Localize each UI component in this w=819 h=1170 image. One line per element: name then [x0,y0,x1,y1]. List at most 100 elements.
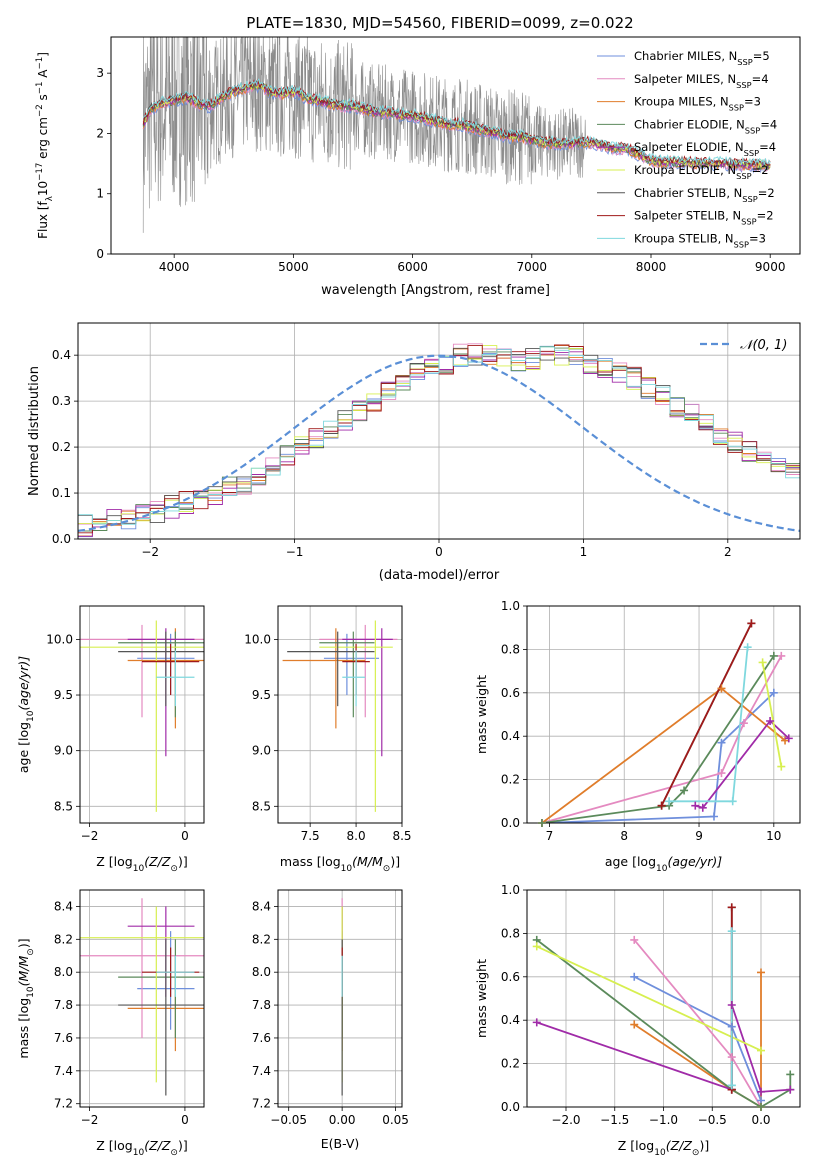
histogram-step-7 [78,347,800,524]
x-tick-label: 0 [435,545,443,559]
x-axis-label: Z [log10(Z/Z⊙)] [618,1138,709,1158]
y-tick-label: 9.5 [252,688,271,702]
y-tick-label: 7.8 [252,998,271,1012]
label-part: mass [log [16,998,31,1059]
plus-marker [757,1087,765,1096]
y-tick-label: 8.2 [252,932,271,946]
x-tick-label: −2 [81,1113,99,1127]
y-tick-label: 0.1 [52,486,71,500]
y-tick-label: 0.8 [501,926,520,940]
plus-marker [630,935,639,944]
axes-frame [79,605,205,824]
plus-marker [630,1020,639,1029]
y-tick-label: 0.0 [501,816,520,830]
label-part: Z [log [96,1138,132,1153]
label-part: =5 [753,49,770,63]
mass-weight-line-8 [660,623,753,806]
label-part: Salpeter ELODIE, N [634,140,744,154]
y-tick-label: 2 [96,126,104,140]
label-part: Flux [f [36,200,50,238]
histogram-step-5 [78,348,800,537]
y-tick-label: 0.8 [501,642,520,656]
y-axis-label: age [log10(age/yr)] [16,656,36,773]
mass-weight-vs-Z-axes: −2.0 −1.5 −1.0 −0.5 0.0 0.0 0.2 0.4 0.6 0.8 1.0 mas… [474,883,801,1158]
label-part: 10 [36,181,50,196]
label-part: mass [log [280,854,341,869]
plot-area [541,623,790,823]
plus-marker [786,1070,795,1079]
plus-marker [728,797,737,806]
label-part: =2 [752,163,769,177]
label-part: 10 [26,986,36,998]
legend-entry: Salpeter ELODIE, NSSP=4 [634,140,776,158]
plus-marker [717,738,726,747]
mass-weight-line-6 [536,945,762,1052]
label-part: −2 [35,104,45,117]
label-part: )] [178,854,188,869]
legend-entry: Kroupa STELIB, NSSP=3 [634,231,766,249]
label-part: Kroupa ELODIE, N [634,163,736,177]
x-axis-label: mass [log10(M/M⊙)] [280,854,400,874]
label-part: Z [log [96,854,132,869]
legend-entry: Kroupa ELODIE, NSSP=2 [634,163,769,181]
y-tick-label: 0.4 [501,729,520,743]
plus-marker [727,927,736,936]
y-tick-label: 0.4 [501,1013,520,1027]
y-axis-label: Normed distribution [27,366,42,496]
label-part: =4 [759,140,776,154]
histogram-step-8 [78,344,800,534]
label-part: ⊙ [383,864,391,874]
y-tick-label: 8.5 [252,799,271,813]
x-tick-label: 0 [181,829,189,843]
legend-entry: Salpeter MILES, NSSP=4 [634,72,769,90]
x-tick-label: 1 [580,545,588,559]
plus-marker [727,903,736,912]
legend-entry: Kroupa MILES, NSSP=3 [634,95,761,113]
label-part: 10 [654,1148,666,1158]
label-part: (age/yr)] [667,854,722,869]
model-spectrum-9 [142,78,771,166]
plus-marker [717,769,726,778]
gaussian-curve [78,354,800,532]
figure-title: PLATE=1830, MJD=54560, FIBERID=0099, z=0… [246,14,633,32]
plot-area [80,620,204,812]
plus-marker [784,734,793,743]
x-tick-label: 8000 [636,260,667,274]
label-part: SSP [742,194,757,204]
mass-weight-line-2 [541,655,783,823]
histogram-step-4 [78,346,800,532]
spectrum-axes: 4000 5000 6000 7000 8000 9000 0 1 2 3 wavelength [… [35,36,801,298]
label-part: 10 [656,864,668,874]
y-tick-label: 0.2 [52,440,71,454]
x-tick-label: 9000 [755,260,786,274]
plus-marker [766,717,775,726]
legend-entry: Salpeter STELIB, NSSP=2 [634,209,774,227]
y-tick-label: 3 [96,66,104,80]
model-spectrum-1 [142,86,771,174]
plus-marker [747,619,756,628]
x-tick-label: 8 [620,829,628,843]
label-part: −1 [35,57,45,70]
plus-marker [680,786,689,795]
y-tick-label: 8.0 [252,965,271,979]
y-tick-label: 9.5 [54,688,73,702]
label-part: 10 [341,864,353,874]
plus-marker [727,1022,736,1031]
label-part: (M/M [352,854,383,869]
y-tick-label: 7.8 [54,998,73,1012]
axes-frame [277,889,403,1108]
y-tick-label: 8.4 [252,899,271,913]
y-tick-label: 8.4 [54,899,73,913]
label-part: ⊙ [692,1148,700,1158]
label-part: −1 [35,82,45,95]
label-part: erg cm [36,117,50,163]
label-part: age [log [605,854,656,869]
label-part: )] [699,1138,709,1153]
y-tick-label: 8.0 [54,965,73,979]
y-tick-label: 9.0 [252,744,271,758]
mass-weight-line-1 [633,975,762,1101]
x-axis-label: (data-model)/error [379,568,500,583]
label-part: Chabrier ELODIE, N [634,117,745,131]
